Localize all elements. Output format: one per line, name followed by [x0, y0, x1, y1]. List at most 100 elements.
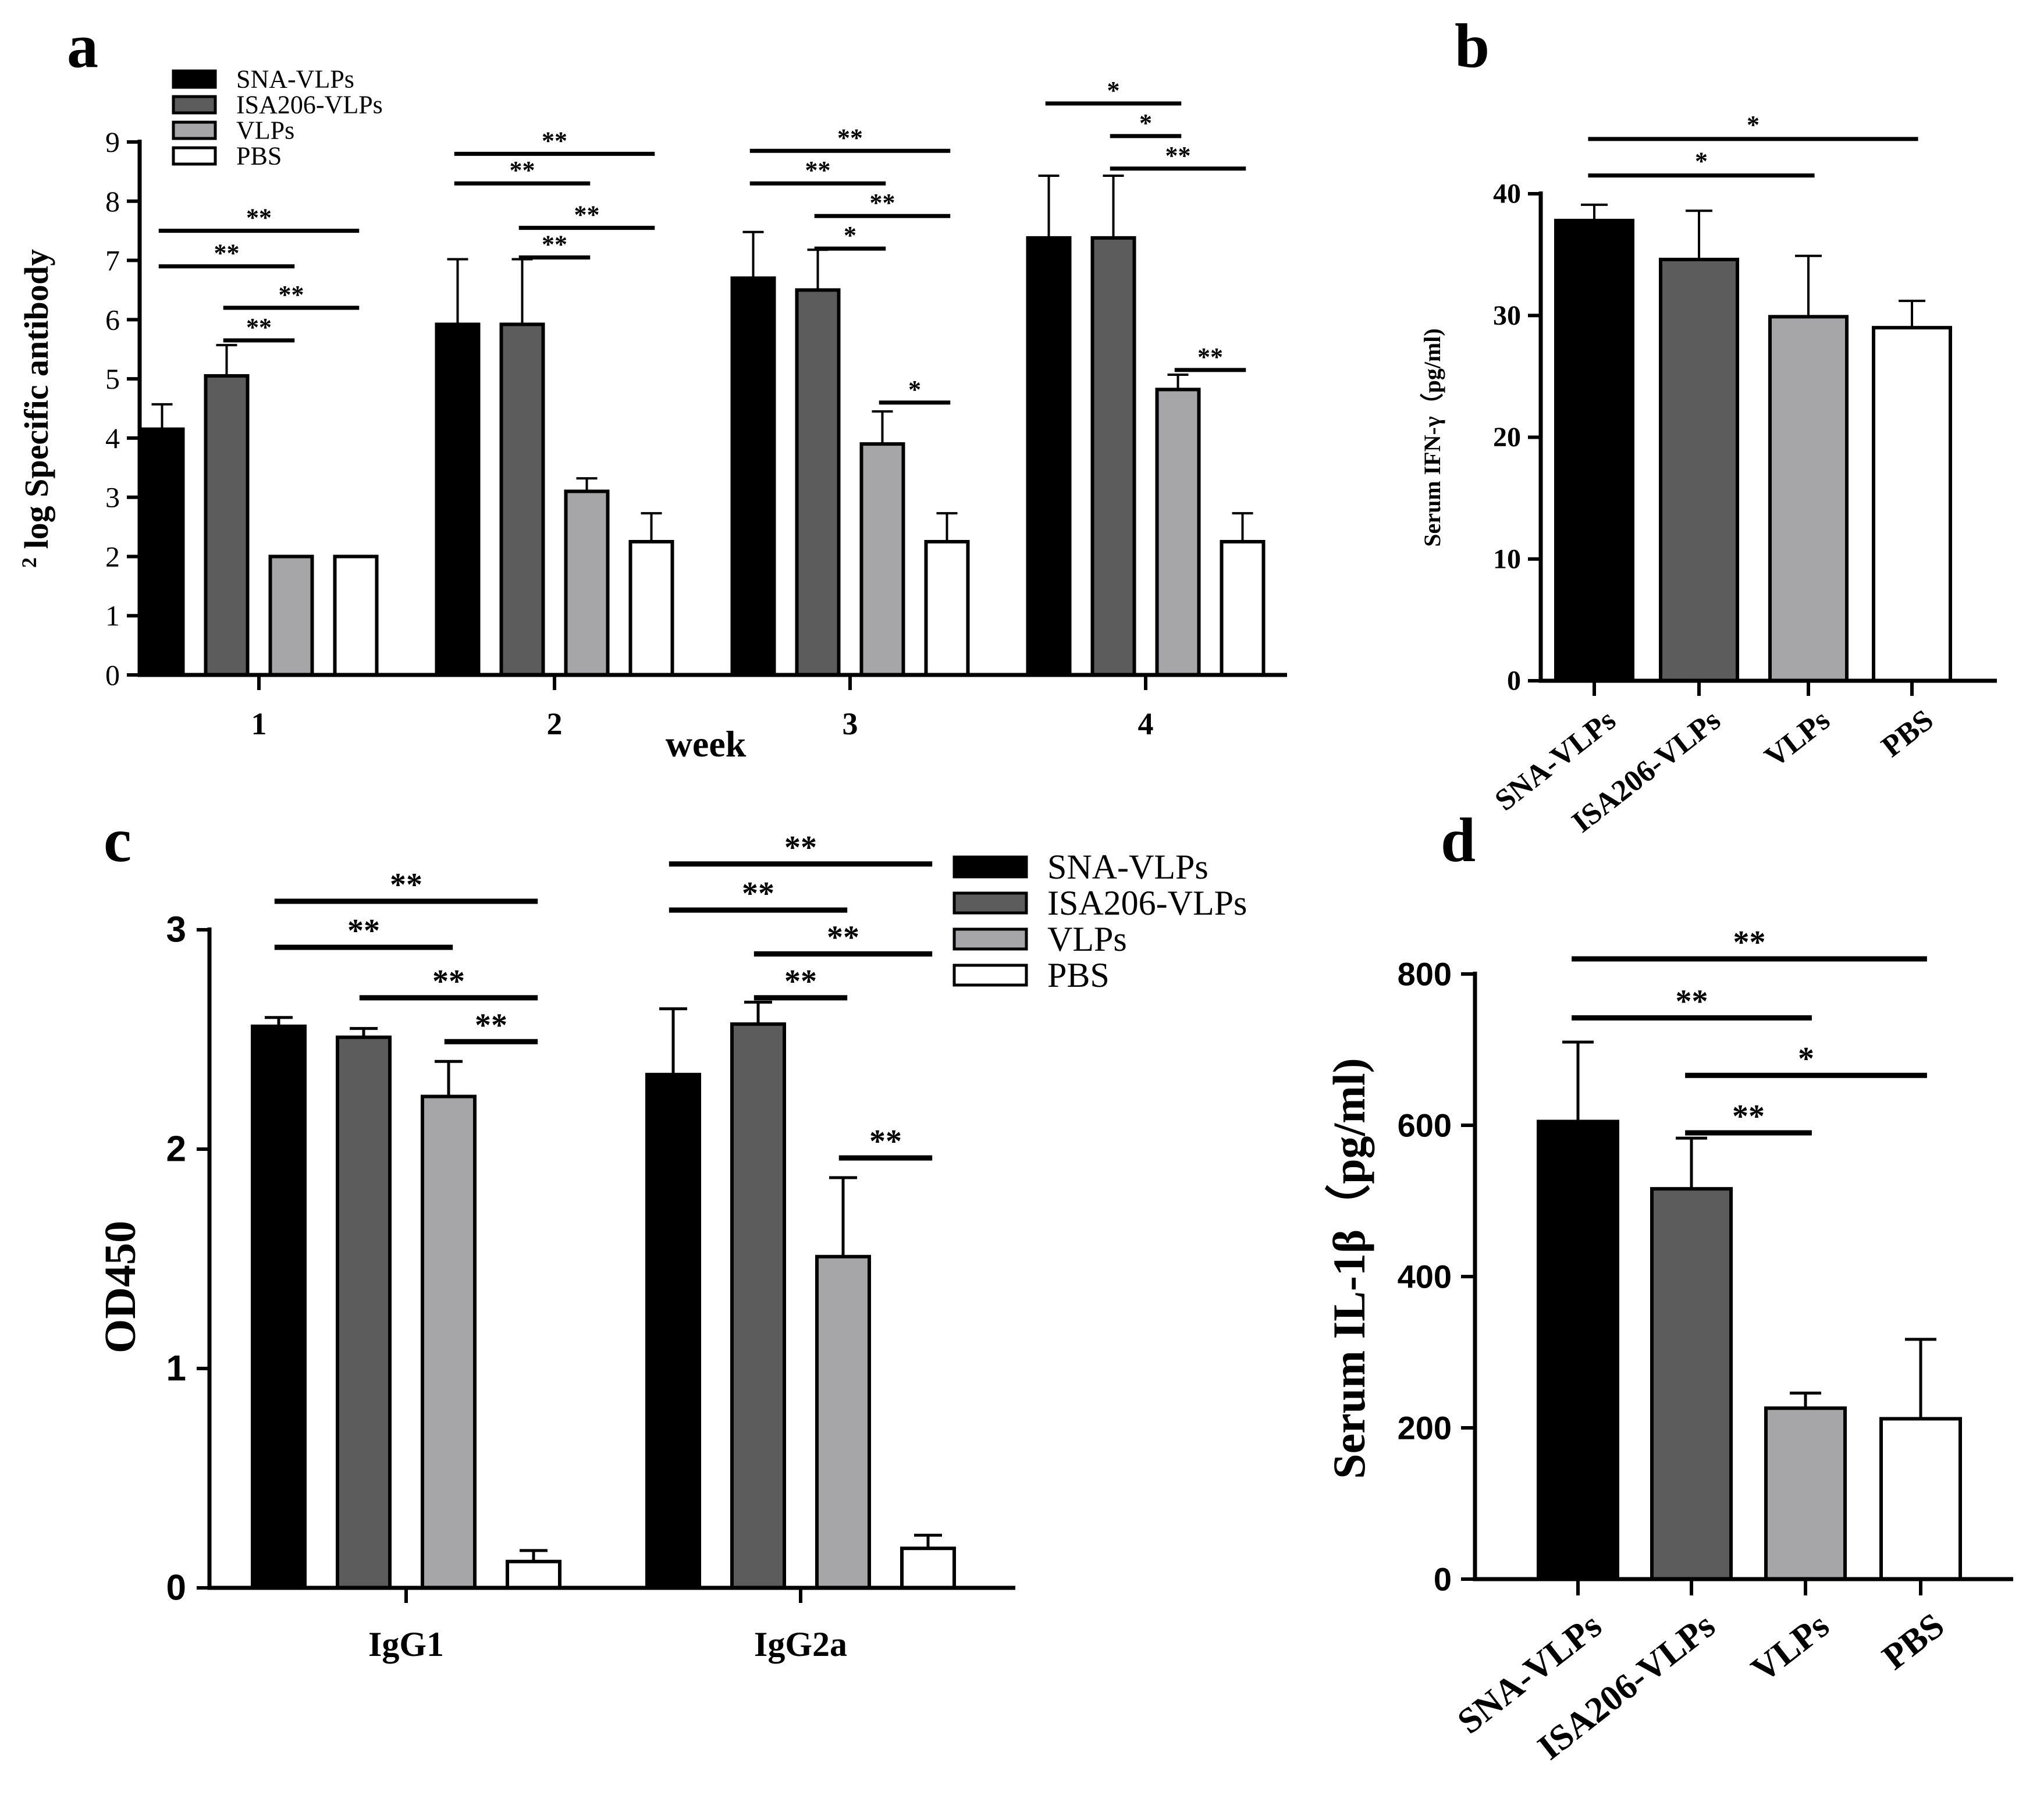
significance-marker: * [1798, 1041, 1814, 1077]
x-tick-label: 1 [251, 706, 267, 741]
legend-swatch-pbs [952, 964, 1028, 987]
panel-label: b [1455, 12, 1490, 81]
bar-pbs [506, 1559, 561, 1590]
significance-marker: ** [246, 313, 272, 342]
significance-marker: * [1747, 111, 1760, 139]
y-tick-label: 3 [166, 910, 186, 950]
bar-sna-vlps [730, 276, 776, 677]
significance-marker: ** [870, 189, 895, 217]
legend-label: SNA-VLPs [236, 65, 354, 94]
x-tick-label: PBS [1875, 703, 1939, 764]
y-tick-label: 0 [166, 1568, 186, 1608]
bar-isa206-vlps [730, 1022, 786, 1590]
legend-label: PBS [1047, 956, 1110, 994]
x-tick-label: 2 [547, 706, 563, 741]
significance-marker: * [844, 221, 856, 250]
significance-marker: ** [1676, 983, 1708, 1019]
significance-marker: ** [1165, 141, 1191, 170]
significance-marker: * [908, 375, 921, 404]
bar-pbs [1879, 1417, 1962, 1581]
y-tick-label: 6 [105, 303, 120, 336]
y-tick-label: 200 [1398, 1410, 1452, 1446]
x-axis-label: week [666, 723, 747, 765]
significance-marker: ** [214, 239, 240, 268]
bar-vlps [815, 1254, 871, 1590]
x-tick-label: 4 [1138, 706, 1154, 741]
y-axis-label-text: log Specific antibody [17, 249, 55, 557]
x-tick-label: PBS [1875, 1605, 1952, 1677]
bar-pbs [924, 540, 970, 677]
y-tick-label: 4 [105, 422, 120, 454]
y-tick-label: 9 [105, 126, 120, 158]
significance-marker: ** [542, 230, 567, 258]
y-tick-label: 8 [105, 185, 120, 218]
significance-marker: ** [279, 280, 304, 309]
significance-marker: ** [542, 126, 567, 155]
bar-isa206-vlps [204, 374, 250, 677]
x-tick-label: VLPs [1759, 703, 1836, 774]
significance-marker: * [1139, 109, 1152, 137]
bar-vlps [1155, 388, 1201, 677]
significance-marker: ** [432, 964, 465, 1000]
bar-sna-vlps [1026, 236, 1072, 677]
significance-marker: ** [784, 964, 817, 1000]
legend-swatch-pbs [172, 146, 217, 166]
significance-marker: ** [805, 156, 831, 184]
legend-label: VLPs [1047, 920, 1127, 958]
significance-marker: ** [390, 867, 422, 903]
y-tick-label: 0 [1507, 666, 1521, 696]
significance-marker: ** [742, 876, 774, 912]
bar-sna-vlps [251, 1024, 307, 1590]
y-axis-label: OD450 [96, 1221, 145, 1353]
bar-pbs [900, 1547, 956, 1590]
y-axis-label-superscript: 2 [17, 557, 41, 568]
significance-marker: ** [784, 830, 817, 866]
bar-pbs [1872, 326, 1952, 682]
x-tick-label: IgG2a [754, 1625, 847, 1663]
bar-sna-vlps [139, 427, 185, 677]
bar-vlps [1764, 1406, 1847, 1581]
y-axis-label: 2 log Specific antibody [17, 249, 55, 568]
y-axis-label: Serum IFN-γ（pg/ml) [1419, 328, 1445, 546]
y-tick-label: 0 [1434, 1561, 1452, 1598]
legend-label: ISA206-VLPs [1047, 884, 1247, 922]
y-tick-label: 600 [1398, 1107, 1452, 1144]
significance-marker: ** [1733, 925, 1766, 961]
significance-marker: ** [475, 1007, 507, 1043]
x-tick-label: IgG1 [368, 1625, 444, 1663]
x-tick-label: 3 [843, 706, 858, 741]
bar-isa206-vlps [1650, 1187, 1733, 1581]
bar-isa206-vlps [1090, 236, 1136, 677]
y-axis-label: Serum IL-1β（pg/ml) [1324, 1058, 1374, 1479]
y-tick-label: 5 [105, 362, 120, 395]
y-tick-label: 20 [1493, 422, 1521, 453]
y-tick-label: 800 [1398, 956, 1452, 993]
x-tick-label: VLPs [1744, 1605, 1837, 1690]
bar-vlps [859, 442, 905, 677]
significance-marker: ** [1197, 343, 1223, 371]
y-tick-label: 0 [105, 659, 120, 691]
significance-marker: ** [347, 913, 380, 949]
panel-label: d [1441, 806, 1476, 875]
significance-marker: ** [1732, 1099, 1765, 1135]
y-tick-label: 40 [1493, 179, 1521, 209]
legend-label: SNA-VLPs [1047, 848, 1209, 886]
y-tick-label: 7 [105, 244, 120, 277]
legend-swatch-isa206-vlps [172, 95, 217, 115]
bar-sna-vlps [1554, 219, 1634, 683]
significance-marker: ** [837, 123, 863, 152]
bar-vlps [564, 489, 610, 677]
legend-swatch-vlps [952, 927, 1028, 951]
bar-sna-vlps [645, 1072, 701, 1590]
bar-sna-vlps [435, 322, 481, 677]
panel-label: c [104, 806, 131, 875]
bar-isa206-vlps [336, 1035, 392, 1590]
legend-label: PBS [236, 142, 282, 170]
y-tick-label: 30 [1493, 300, 1521, 331]
bar-vlps [421, 1094, 477, 1590]
significance-marker: * [1695, 147, 1708, 176]
